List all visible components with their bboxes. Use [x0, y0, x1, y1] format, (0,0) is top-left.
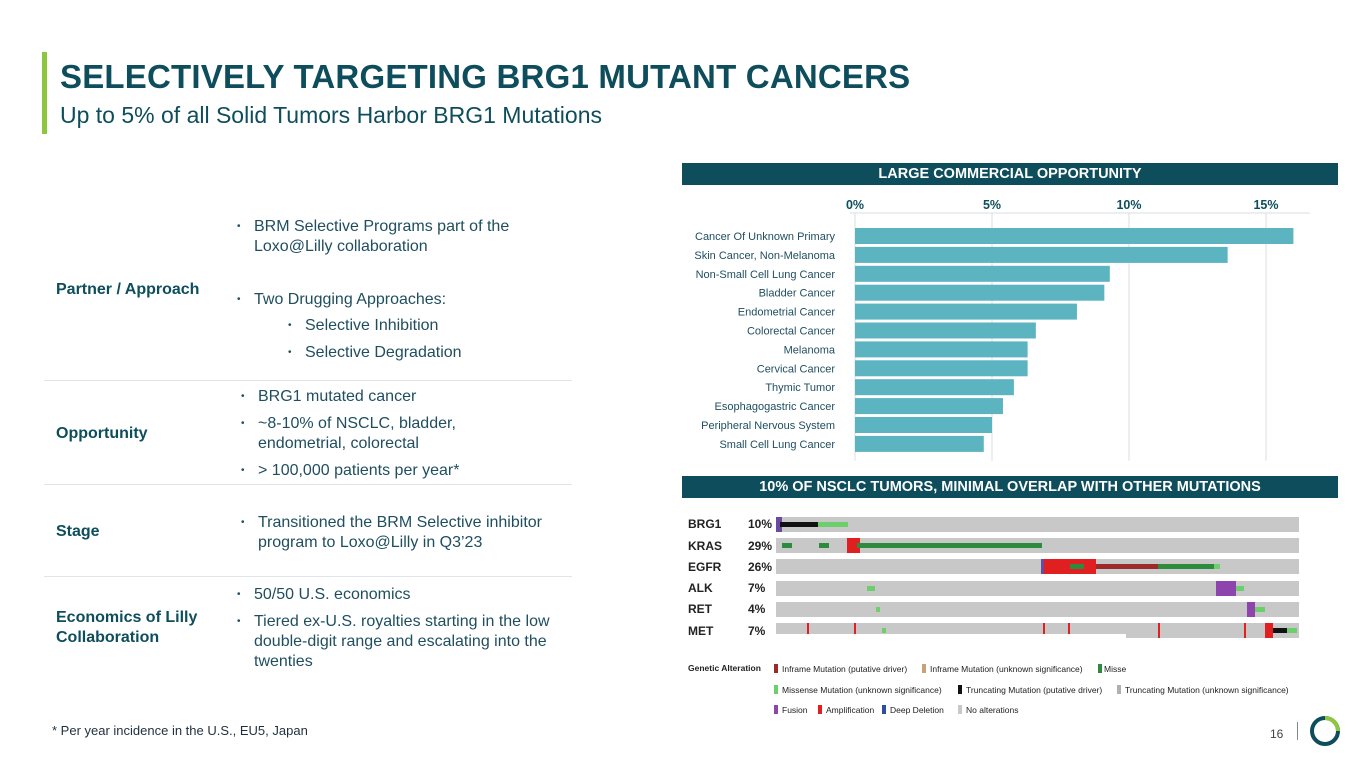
table-row-opportunity: Opportunity • BRG1 mutated cancer • ~8-10%…: [44, 380, 572, 485]
bullet: • BRM Selective Programs part of the Loxo…: [237, 218, 510, 255]
bar-chart: 0% 5% 10% 15% Cancer Of Unknown Primary Skin …: [694, 198, 1310, 461]
category-label: Endometrial Cancer: [738, 307, 836, 319]
table-row-economics: Economics of Lilly Collaboration • 50/50 …: [44, 576, 572, 687]
legend-label: No alterations: [966, 705, 1018, 715]
category-label: Cervical Cancer: [757, 363, 836, 375]
oncoprint-tracks: [776, 517, 1299, 638]
bullet: • BRG1 mutated cancer: [241, 388, 417, 405]
bullet: • Tiered ex-U.S. royalties starting in th…: [237, 613, 550, 670]
bar: [855, 435, 984, 452]
legend-title: Genetic Alteration: [688, 663, 761, 673]
legend-label: Deep Deletion: [890, 705, 944, 715]
legend-label: Inframe Mutation (putative driver): [782, 664, 907, 674]
legend-label: Missense Mutation (unknown significance): [782, 685, 942, 695]
footnote: * Per year incidence in the U.S., EU5, J…: [52, 723, 308, 738]
title-accent-bar: [42, 52, 47, 134]
gene-percent: 26%: [748, 560, 772, 574]
category-label: Esophagogastric Cancer: [715, 401, 836, 413]
row-label-economics: Economics of Lilly Collaboration: [56, 609, 198, 646]
gene-name: EGFR: [688, 560, 722, 574]
category-label: Skin Cancer, Non-Melanoma: [694, 250, 836, 262]
nsclc-overlap-header: 10% OF NSCLC TUMORS, MINIMAL OVERLAP WIT…: [682, 476, 1338, 498]
bar: [855, 228, 1294, 244]
legend-label: Amplification: [826, 705, 874, 715]
bar: [855, 379, 1014, 396]
bar: [855, 284, 1105, 301]
category-label: Non-Small Cell Lung Cancer: [696, 269, 836, 281]
x-tick-label: 0%: [846, 198, 864, 212]
gene-name: BRG1: [688, 517, 722, 531]
gene-labels: BRG1 10% KRAS 29% EGFR 26% ALK 7% RET 4%…: [688, 517, 772, 638]
legend-label: Misse: [1104, 664, 1126, 674]
category-label: Colorectal Cancer: [747, 326, 835, 338]
legend-label: Fusion: [782, 705, 808, 715]
gene-name: MET: [688, 624, 714, 638]
bullet: • ~8-10% of NSCLC, bladder, endometrial, …: [241, 415, 456, 452]
row-label-opportunity: Opportunity: [56, 425, 148, 442]
row-label-stage: Stage: [56, 523, 100, 540]
bullet: • Two Drugging Approaches:: [237, 291, 447, 308]
x-tick-label: 15%: [1253, 198, 1278, 212]
gene-name: RET: [688, 602, 713, 616]
x-tick-label: 10%: [1116, 198, 1141, 212]
oncoprint-legend: Genetic Alteration Inframe Mutation (put…: [688, 663, 1289, 715]
bullet: • Transitioned the BRM Selective inhibito…: [241, 514, 542, 551]
category-label: Peripheral Nervous System: [701, 420, 835, 432]
category-label: Melanoma: [784, 344, 836, 356]
sub-bullet: • Selective Inhibition: [288, 317, 439, 334]
bar: [855, 303, 1077, 320]
category-label: Thymic Tumor: [765, 382, 835, 394]
bullet: • 50/50 U.S. economics: [237, 586, 411, 603]
bar: [855, 360, 1028, 377]
legend-label: Truncating Mutation (unknown significanc…: [1125, 685, 1289, 695]
company-logo-icon: [1310, 716, 1340, 746]
bar: [855, 341, 1028, 358]
category-label: Cancer Of Unknown Primary: [695, 231, 835, 243]
legend-label: Inframe Mutation (unknown significance): [930, 664, 1083, 674]
oncoprint-chart: BRG1 10% KRAS 29% EGFR 26% ALK 7% RET 4%…: [688, 517, 1299, 715]
bullet: • > 100,000 patients per year*: [241, 462, 460, 479]
category-label: Bladder Cancer: [759, 288, 836, 300]
bar: [855, 322, 1036, 339]
page-subtitle: Up to 5% of all Solid Tumors Harbor BRG1…: [60, 102, 603, 128]
table-row-stage: Stage • Transitioned the BRM Selective in…: [44, 484, 572, 577]
row-label-partner: Partner / Approach: [56, 281, 200, 298]
gene-name: ALK: [688, 581, 713, 595]
category-label: Small Cell Lung Cancer: [719, 439, 835, 451]
gene-percent: 29%: [748, 539, 772, 553]
page-title: SELECTIVELY TARGETING BRG1 MUTANT CANCER…: [60, 58, 911, 95]
gene-name: KRAS: [688, 539, 722, 553]
page-divider: [1297, 722, 1298, 740]
gene-percent: 7%: [748, 581, 766, 595]
gene-percent: 4%: [748, 602, 766, 616]
bar: [855, 398, 1003, 415]
table-row-partner: Partner / Approach • BRM Selective Progra…: [44, 210, 572, 380]
bar: [855, 265, 1110, 282]
bar: [855, 246, 1228, 263]
x-tick-label: 5%: [983, 198, 1001, 212]
gene-percent: 7%: [748, 624, 766, 638]
bar: [855, 417, 992, 433]
sub-bullet: • Selective Degradation: [288, 344, 462, 361]
gene-percent: 10%: [748, 517, 772, 531]
legend-label: Truncating Mutation (putative driver): [966, 685, 1102, 695]
commercial-opportunity-header: LARGE COMMERCIAL OPPORTUNITY: [682, 163, 1338, 185]
page-number: 16: [1270, 727, 1284, 741]
